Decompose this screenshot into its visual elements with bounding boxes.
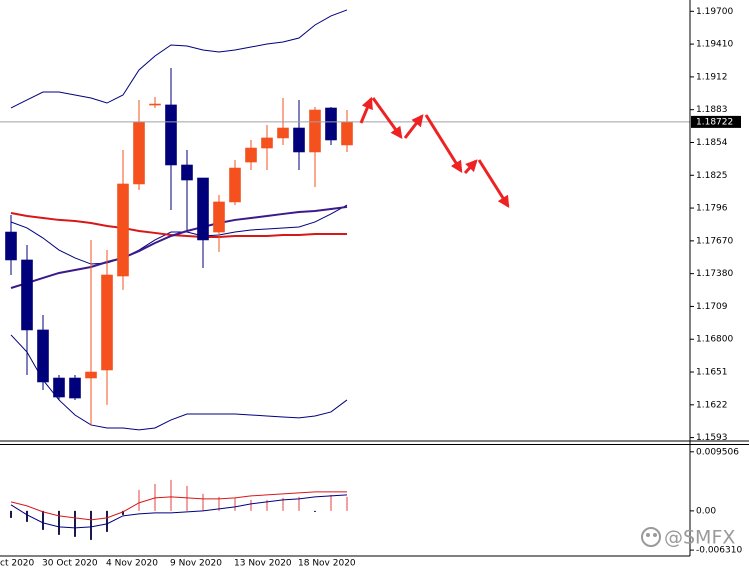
y-tick-label: 1.16800 [696,335,733,345]
watermark-icon [646,533,650,537]
last-price-label: 1.18722 [696,117,733,127]
forecast-arrow [359,96,373,124]
candle-body [69,377,81,399]
watermark-icon [641,527,661,547]
candle-body [21,259,33,331]
y-tick-label: 1.1593 [696,433,728,443]
watermark-text: @SMFX [664,527,735,549]
x-tick-label: 30 Oct 2020 [42,559,98,569]
y-tick-label: 1.1651 [696,368,728,378]
candle-body [133,121,145,185]
candle-body [213,201,225,233]
x-tick-label: 13 Nov 2020 [234,559,292,569]
watermark-icon [653,533,657,537]
y-tick-label: 1.1912 [696,72,728,82]
candle-body [5,231,17,261]
y-tick-label: 0.009506 [696,447,739,457]
y-tick-label: 1.1854 [696,138,728,148]
candle-body [117,183,129,277]
y-tick-label: 1.19410 [696,40,733,50]
y-tick-label: 1.19700 [696,7,733,17]
indicator-line [10,491,347,521]
indicator-line [10,204,348,265]
indicator-line [10,205,348,289]
candle-body [165,104,177,166]
x-tick-label: 4 Nov 2020 [106,559,158,569]
candle-body [101,274,113,371]
x-tick-label: ct 2020 [0,559,35,569]
candle-body [149,103,161,106]
indicator-line [10,212,347,239]
x-tick-label: 18 Nov 2020 [298,559,356,569]
forecast-arrow [477,159,510,209]
candle-body [53,377,65,398]
candle-body [341,121,353,146]
candle-body [181,164,193,181]
last-price-box [691,115,741,128]
candle-body [309,109,321,153]
candle-body [37,329,49,383]
indicator-line [10,334,348,431]
candle-body [261,137,273,149]
y-tick-label: 1.1825 [696,171,728,181]
x-tick-label: 9 Nov 2020 [170,559,222,569]
forecast-arrow [403,114,424,139]
candle-body [85,371,97,379]
forecast-arrow [371,97,403,139]
candle-body [293,127,305,153]
y-tick-label: 1.17670 [696,236,733,246]
y-tick-label: 1.1883 [696,105,728,115]
candle-body [325,107,337,141]
candle-body [229,167,241,203]
macd-pane [10,479,348,540]
indicator-line [10,9,348,109]
candle-body [197,177,209,241]
forecast-arrow [463,159,478,175]
y-tick-label: 1.1622 [696,400,728,410]
watermark: @SMFX [641,527,735,549]
forecast-arrow [424,114,463,174]
indicator-line [10,494,348,529]
y-tick-label: -0.006310 [696,546,742,556]
y-tick-label: 0.00 [696,506,716,516]
forecast-arrows [359,96,510,209]
y-tick-label: 1.17380 [696,269,733,279]
candle-body [245,147,257,163]
price-pane [0,9,690,431]
candle-body [277,127,289,139]
y-tick-label: 1.1709 [696,302,728,312]
y-tick-label: 1.1796 [696,204,728,214]
